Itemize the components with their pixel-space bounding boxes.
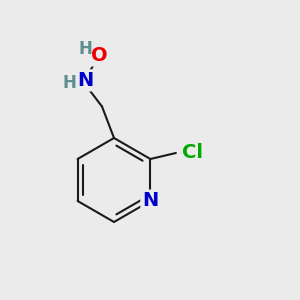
Text: H: H — [62, 74, 76, 92]
Text: O: O — [91, 46, 107, 65]
Text: N: N — [77, 71, 93, 90]
Text: N: N — [142, 191, 158, 211]
Text: Cl: Cl — [182, 143, 203, 163]
Text: H: H — [79, 40, 92, 58]
